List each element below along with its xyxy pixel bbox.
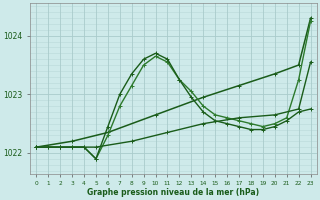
X-axis label: Graphe pression niveau de la mer (hPa): Graphe pression niveau de la mer (hPa) (87, 188, 260, 197)
